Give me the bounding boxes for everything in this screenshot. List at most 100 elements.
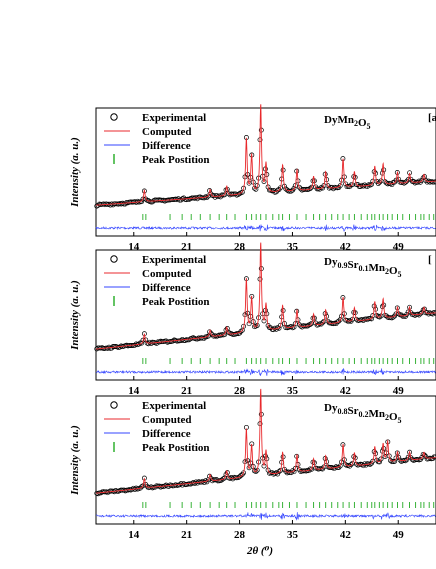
plot-frame [95,107,436,237]
experimental-point [423,178,429,184]
legend-label: Computed [142,126,192,138]
experimental-point [430,179,436,185]
experimental-point [139,340,145,346]
legend-label: Computed [142,268,192,280]
experimental-point [288,188,294,194]
experimental-point [237,191,243,197]
experimental-point [141,188,147,194]
experimental-point [431,454,436,460]
panel-letter: [ [428,254,432,266]
experimental-point [430,311,436,317]
experimental-point [253,469,259,474]
experimental-point [307,186,313,191]
experimental-point [336,318,342,324]
x-tick-label: 42 [340,529,352,541]
peak-position-markers [142,214,435,220]
experimental-point [291,185,297,191]
experimental-point [343,181,349,187]
experimental-point [226,330,232,335]
experimental-point [393,177,399,183]
panel-formula: Dy0.9Sr0.1Mn2O5 [324,256,402,279]
computed-series [96,104,436,206]
experimental-point [318,321,324,327]
legend-swatch-experimental [110,255,118,263]
experimental-point [154,340,160,346]
experimental-point [241,185,247,191]
x-tick-label: 21 [181,529,192,541]
y-axis-label: Intensity (a. u.) [69,280,81,351]
experimental-point [432,454,436,460]
computed-series [96,242,436,350]
experimental-point [122,201,128,207]
panel-2: 14 21 28 35 42 49 Experimental Computed Differen… [69,242,436,397]
panel-formula: Dy0.8Sr0.2Mn2O5 [324,402,402,425]
experimental-point [296,184,302,190]
x-tick-label: 21 [181,241,192,253]
experimental-point [271,327,277,333]
experimental-point [358,184,364,189]
panel-formula: DyMn2O5 [324,114,371,131]
computed-series [96,388,436,494]
x-tick-label: 49 [393,529,405,541]
experimental-point [369,181,374,187]
peak-position-markers [142,358,435,364]
legend-label: Peak Postition [142,296,210,308]
experimental-point [393,455,399,461]
experimental-point [239,471,245,477]
panel-1: 14 21 28 35 42 49 Experimental Computed Differen… [69,104,436,253]
y-axis-label: Intensity (a. u.) [69,137,81,208]
experimental-point [404,457,410,463]
experimental-point [400,313,406,319]
experimental-point [337,183,343,189]
experimental-point [207,329,213,335]
experimental-point [265,467,271,473]
experimental-point [417,311,423,317]
legend: Experimental Computed Difference Peak Posti… [104,254,210,308]
x-tick-label: 35 [287,529,299,541]
x-tick-label: 14 [128,241,140,253]
experimental-point [375,181,381,186]
x-tick-label: 35 [287,385,299,397]
legend-swatch-experimental [110,401,118,409]
experimental-point [403,179,408,185]
legend: Experimental Computed Difference Peak Posti… [104,112,210,166]
x-tick-label: 49 [393,385,405,397]
experimental-point [404,178,410,184]
experimental-point [407,304,413,310]
x-tick-label: 28 [234,385,246,397]
experimental-point [261,463,267,469]
x-tick-label: 28 [234,241,246,253]
y-axis-label: Intensity (a. u.) [69,425,81,496]
experimental-point [254,183,260,189]
x-tick-label: 35 [287,241,299,253]
experimental-point [345,319,351,325]
experimental-point [348,462,354,468]
experimental-point [238,473,244,478]
experimental-point [186,337,192,343]
experimental-point [378,456,384,462]
difference-series [95,368,436,376]
x-tick-label: 21 [181,385,192,397]
experimental-point [404,311,410,317]
legend: Experimental Computed Difference Peak Posti… [104,400,210,454]
x-axis-label: 2θ (⁰) [246,545,273,557]
experimental-point [261,318,267,324]
experimental-point [348,182,354,188]
experimental-point [407,449,413,455]
legend-swatch-experimental [110,113,118,121]
plot-frame [95,249,436,381]
legend-label: Experimental [142,254,206,266]
experimental-point [277,322,283,328]
legend-label: Peak Postition [142,442,210,454]
legend-label: Difference [142,282,191,294]
legend-label: Difference [142,140,191,152]
experimental-point [192,481,198,486]
experimental-point [277,185,283,191]
difference-series [95,224,436,232]
experimental-point [347,463,353,469]
experimental-point [343,462,349,468]
experimental-point [95,491,101,497]
legend-label: Computed [142,414,192,426]
